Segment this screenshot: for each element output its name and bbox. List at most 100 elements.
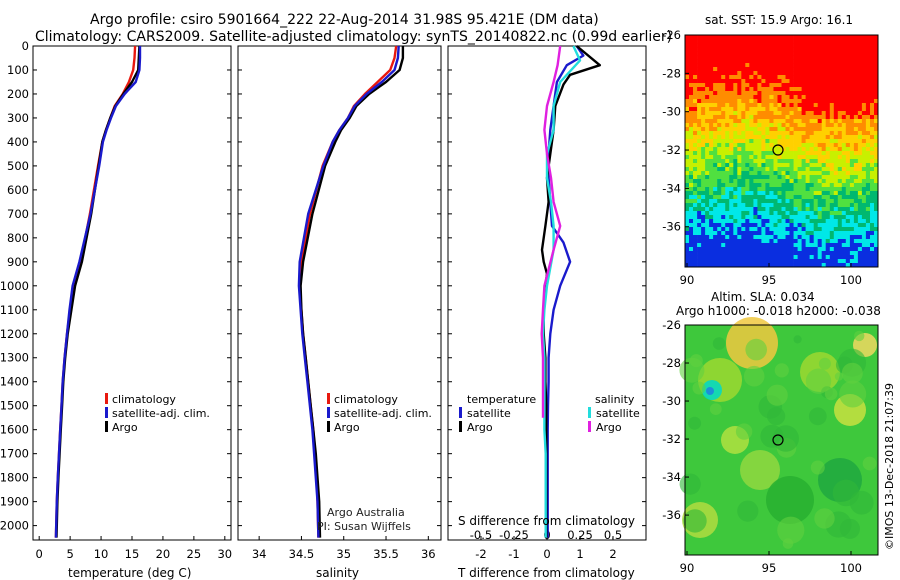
sst-cell [701, 247, 706, 252]
sst-cell [713, 75, 718, 80]
sst-cell [689, 79, 694, 84]
sst-cell [829, 135, 835, 140]
sst-cell [841, 35, 847, 40]
sst-cell [725, 207, 730, 212]
sst-cell [809, 87, 814, 92]
sst-cell [733, 183, 738, 188]
sst-cell [821, 87, 827, 92]
sst-cell [829, 167, 835, 172]
sst-cell [833, 167, 839, 172]
sst-cell [865, 47, 871, 52]
depth-axis: 0100200300400500600700800900100011001200… [0, 39, 646, 533]
sst-cell [849, 87, 855, 92]
sst-cell [725, 251, 730, 256]
sst-cell [833, 199, 839, 204]
sst-cell [841, 167, 847, 172]
sst-cell [813, 231, 819, 236]
sst-cell [693, 135, 698, 140]
sst-cell [693, 171, 698, 176]
salinity-x-axis: 34 34.5 35 35.5 36 [252, 536, 436, 561]
sst-cell [857, 67, 863, 72]
depth-tick-label: 1100 [0, 303, 29, 317]
sst-cell [737, 223, 742, 228]
sst-cell [753, 107, 758, 112]
sst-cell [797, 71, 802, 76]
sst-cell [757, 151, 762, 156]
sst-cell [761, 191, 766, 196]
sst-cell [721, 59, 726, 64]
sst-cell [745, 87, 750, 92]
sst-cell [773, 51, 778, 56]
sst-cell [874, 135, 879, 140]
sst-cell [777, 127, 782, 132]
sst-cell [841, 51, 847, 56]
sst-cell [833, 35, 839, 40]
sst-cell [789, 223, 794, 228]
sst-cell [729, 75, 734, 80]
sst-cell [733, 119, 738, 124]
sst-cell [769, 139, 774, 144]
sst-cell [793, 123, 798, 128]
sst-cell [705, 247, 710, 252]
sst-cell [789, 195, 794, 200]
temperature-legend: climatology satellite-adj. clim. Argo [105, 393, 210, 434]
sst-cell [765, 143, 770, 148]
sst-cell [817, 151, 823, 156]
sst-cell [861, 79, 867, 84]
sst-cell [861, 175, 867, 180]
sst-cell [725, 191, 730, 196]
sst-cell [721, 131, 726, 136]
sst-cell [777, 247, 782, 252]
sst-cell [773, 243, 778, 248]
sst-cell [705, 155, 710, 160]
sst-cell [785, 75, 790, 80]
sst-cell [857, 215, 863, 220]
sst-cell [777, 123, 782, 128]
sla-anomaly-patch [777, 516, 805, 544]
depth-tick-label: 1200 [0, 327, 29, 341]
sst-cell [761, 35, 766, 40]
sst-cell [777, 211, 782, 216]
sst-cell [785, 175, 790, 180]
sst-cell [789, 119, 794, 124]
sst-cell [837, 63, 843, 68]
sst-cell [809, 199, 814, 204]
sst-cell [717, 175, 722, 180]
sst-cell [857, 263, 863, 268]
sst-cell [717, 87, 722, 92]
sst-cell [693, 183, 698, 188]
sst-cell [717, 171, 722, 176]
sst-cell [745, 43, 750, 48]
top-x-tick-label: -0.25 [499, 528, 529, 542]
sst-cell [729, 251, 734, 256]
sst-cell [837, 71, 843, 76]
sst-cell [793, 255, 798, 260]
x-tick-label: 0 [36, 547, 43, 561]
sst-cell [849, 175, 855, 180]
series-line-argo [54, 46, 142, 538]
sst-cell [870, 191, 875, 196]
sst-cell [837, 91, 843, 96]
sst-cell [709, 115, 714, 120]
sst-cell [765, 111, 770, 116]
sst-cell [781, 151, 786, 156]
sst-cell [853, 95, 859, 100]
lat-tick-label: -30 [662, 394, 681, 408]
sst-cell [737, 99, 742, 104]
sst-cell [853, 255, 859, 260]
sst-cell [749, 255, 754, 260]
sst-cell [725, 179, 730, 184]
sst-cell [741, 147, 746, 152]
sst-cell [729, 55, 734, 60]
sst-cell [805, 139, 810, 144]
sst-cell [821, 163, 827, 168]
sst-cell [813, 239, 819, 244]
sst-cell [801, 67, 806, 72]
sst-cell [709, 103, 714, 108]
sst-cell [805, 199, 810, 204]
sst-cell [861, 219, 867, 224]
sst-cell [833, 75, 839, 80]
depth-tick-label: 1300 [0, 351, 29, 365]
sst-cell [845, 87, 851, 92]
sst-cell [709, 235, 714, 240]
